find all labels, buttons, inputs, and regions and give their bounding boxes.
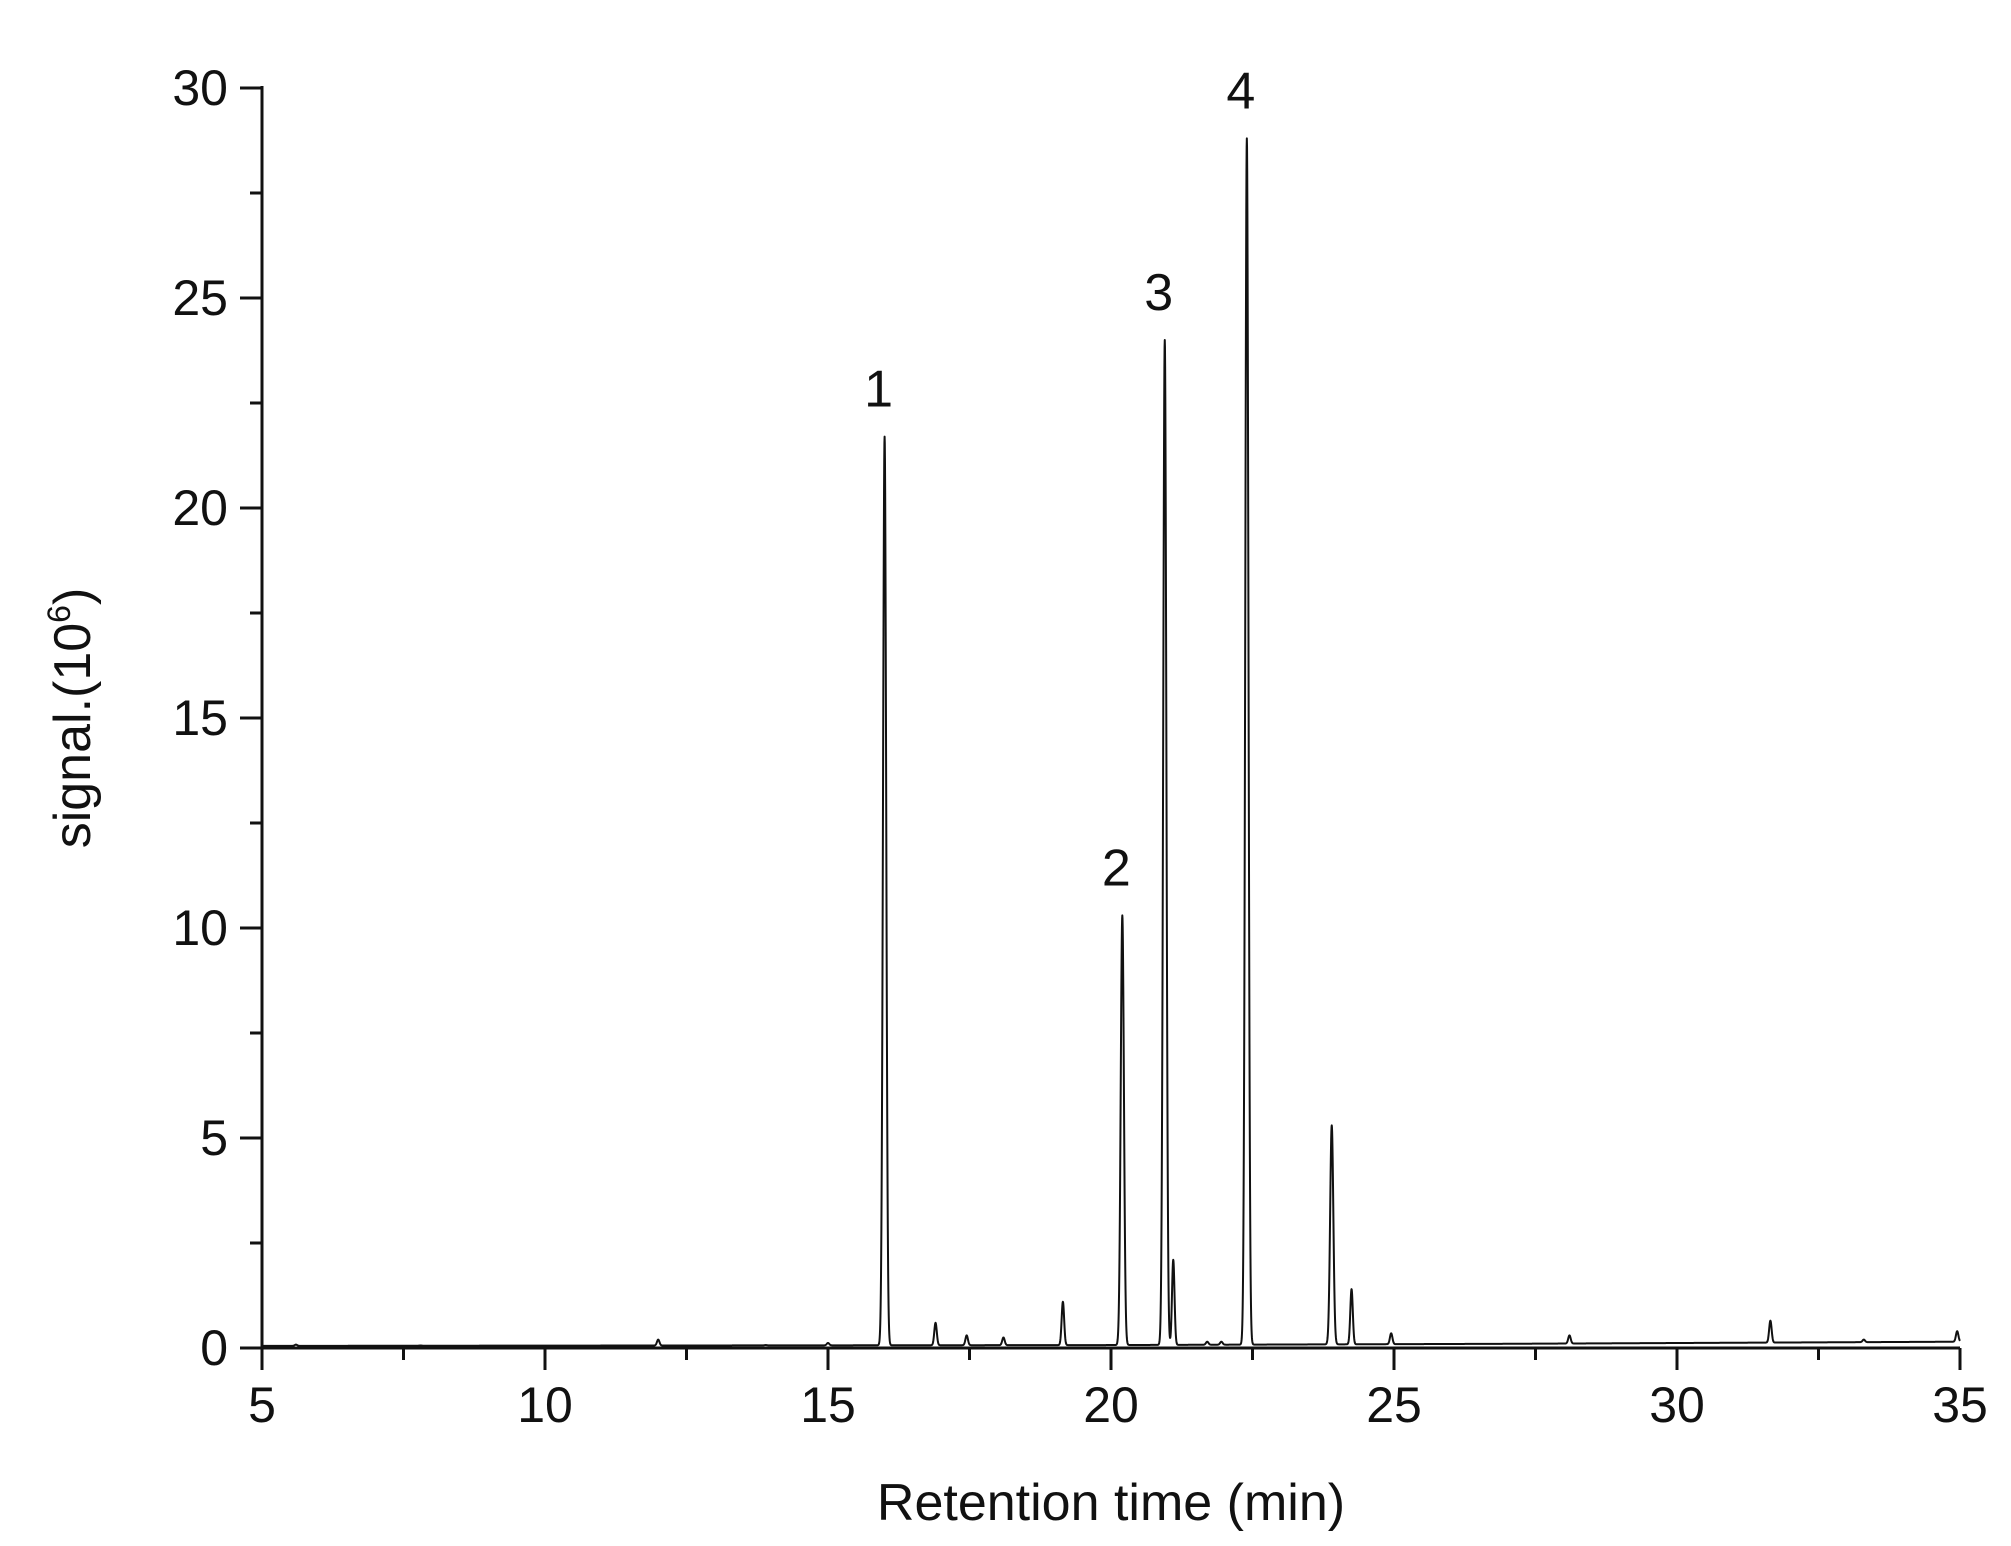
- chromatogram-trace: [261, 137, 1961, 1347]
- x-tick-label: 25: [1366, 1377, 1422, 1433]
- y-tick-label: 10: [172, 900, 228, 956]
- x-axis-title: Retention time (min): [877, 1474, 1345, 1532]
- x-ticks: 5 10 15 20 25 30 35: [248, 1348, 1988, 1433]
- peak-label-1: 1: [864, 361, 893, 419]
- x-tick-label: 30: [1649, 1377, 1705, 1433]
- y-tick-label: 15: [172, 690, 228, 746]
- axes-layer: [260, 86, 1960, 1350]
- y-axis-title-superscript: 6: [41, 605, 77, 623]
- y-tick-label: 25: [172, 270, 228, 326]
- x-tick-label: 10: [517, 1377, 573, 1433]
- y-tick-label: 20: [172, 480, 228, 536]
- x-tick-label: 20: [1083, 1377, 1139, 1433]
- y-axis-title-base: signal.(10: [44, 623, 102, 848]
- x-tick-label: 5: [248, 1377, 276, 1433]
- y-axis-title-close: ): [44, 588, 102, 605]
- y-tick-label: 0: [200, 1320, 228, 1376]
- peak-labels: 1 2 3 4: [864, 62, 1255, 897]
- y-tick-label: 30: [172, 60, 228, 116]
- y-axis-title: signal.(106): [41, 588, 102, 849]
- y-ticks: 0 5 10 15 20 25 30: [172, 60, 262, 1376]
- x-tick-label: 35: [1932, 1377, 1988, 1433]
- peak-label-2: 2: [1102, 839, 1131, 897]
- trace-layer: [261, 137, 1961, 1347]
- peak-label-3: 3: [1144, 264, 1173, 322]
- peak-label-4: 4: [1226, 62, 1255, 120]
- x-tick-label: 15: [800, 1377, 856, 1433]
- y-tick-label: 5: [200, 1110, 228, 1166]
